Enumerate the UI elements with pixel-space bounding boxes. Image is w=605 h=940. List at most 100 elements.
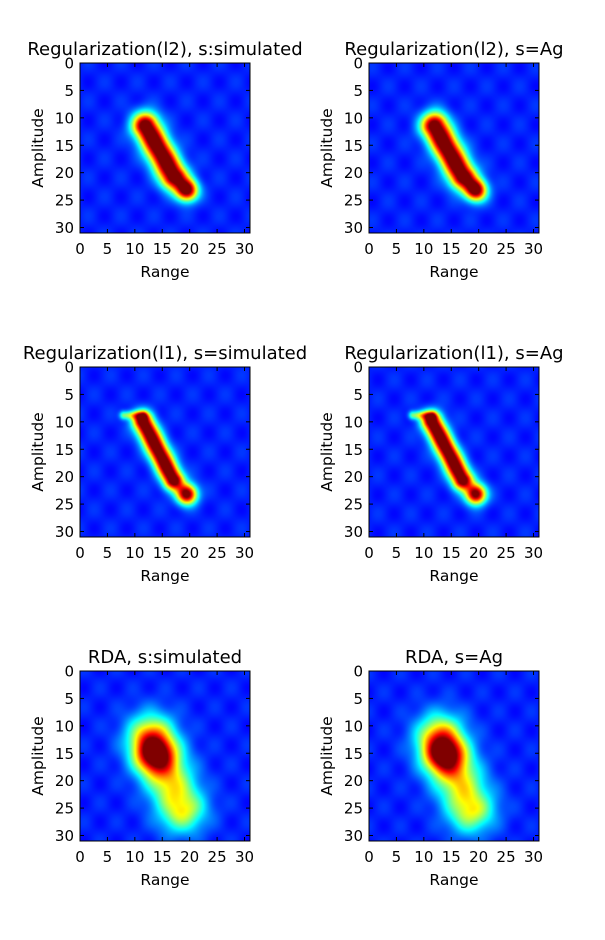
subplot-title: RDA, s:simulated (88, 647, 242, 668)
subplot-title: RDA, s=Ag (405, 647, 503, 668)
heatmap-image (80, 671, 250, 841)
y-tick-label: 0 (64, 55, 74, 73)
heatmap-image (369, 367, 539, 537)
x-tick-label: 10 (125, 848, 144, 866)
y-tick-label: 20 (55, 772, 74, 790)
y-tick-label: 5 (353, 82, 363, 100)
x-tick-label: 0 (364, 240, 374, 258)
y-tick-label: 10 (55, 413, 74, 431)
x-tick-label: 20 (469, 544, 488, 562)
x-axis-label: Range (140, 871, 189, 889)
y-tick-label: 20 (344, 468, 363, 486)
x-tick-label: 0 (364, 848, 374, 866)
x-axis-label: Range (140, 567, 189, 585)
x-tick-label: 5 (103, 544, 113, 562)
y-tick-label: 15 (55, 137, 74, 155)
y-tick-label: 5 (353, 386, 363, 404)
subplot-4: Regularization(l1), s=Ag0 5 10 15 20 25 300510… (318, 343, 564, 585)
x-tick-label: 30 (524, 848, 543, 866)
x-tick-label: 30 (235, 848, 254, 866)
heatmap-image (369, 671, 539, 841)
y-tick-label: 10 (55, 717, 74, 735)
axes-frame (79, 366, 251, 538)
x-tick-label: 25 (497, 544, 516, 562)
subplot-title: Regularization(l2), s=Ag (344, 39, 563, 60)
y-tick-label: 0 (353, 55, 363, 73)
x-tick-label: 0 (75, 848, 85, 866)
x-tick-label: 15 (153, 848, 172, 866)
x-tick-label: 5 (103, 848, 113, 866)
y-tick-label: 0 (353, 359, 363, 377)
x-tick-label: 25 (208, 544, 227, 562)
y-axis-label: Amplitude (318, 716, 336, 795)
y-tick-label: 20 (344, 772, 363, 790)
y-tick-label: 25 (344, 800, 363, 818)
x-tick-label: 5 (392, 848, 402, 866)
y-tick-label: 20 (55, 468, 74, 486)
x-tick-label: 0 (75, 544, 85, 562)
y-tick-label: 15 (344, 745, 363, 763)
y-tick-label: 30 (55, 827, 74, 845)
x-tick-label: 15 (153, 544, 172, 562)
y-tick-label: 0 (64, 663, 74, 681)
x-tick-label: 30 (524, 240, 543, 258)
x-tick-label: 25 (208, 240, 227, 258)
x-tick-label: 20 (180, 544, 199, 562)
y-tick-label: 15 (344, 441, 363, 459)
y-tick-label: 10 (344, 109, 363, 127)
x-tick-label: 0 (75, 240, 85, 258)
x-tick-label: 10 (125, 240, 144, 258)
x-tick-label: 5 (392, 544, 402, 562)
y-tick-label: 25 (55, 496, 74, 514)
x-tick-label: 20 (180, 848, 199, 866)
y-tick-label: 0 (353, 663, 363, 681)
y-tick-label: 10 (55, 109, 74, 127)
heatmap-image (80, 63, 250, 233)
x-tick-label: 20 (180, 240, 199, 258)
x-tick-label: 10 (125, 544, 144, 562)
y-tick-label: 5 (64, 690, 74, 708)
x-axis-label: Range (429, 871, 478, 889)
x-axis-label: Range (429, 567, 478, 585)
y-tick-label: 25 (55, 800, 74, 818)
x-tick-label: 25 (497, 848, 516, 866)
x-tick-label: 25 (208, 848, 227, 866)
x-tick-label: 20 (469, 848, 488, 866)
subplot-2: Regularization(l2), s=Ag0 5 10 15 20 25 300510… (318, 39, 564, 281)
y-axis-label: Amplitude (318, 108, 336, 187)
y-tick-label: 5 (64, 82, 74, 100)
y-tick-label: 25 (55, 192, 74, 210)
y-axis-label: Amplitude (29, 412, 47, 491)
heatmap-image (80, 367, 250, 537)
axes-frame (79, 62, 251, 234)
x-tick-label: 20 (469, 240, 488, 258)
axes-frame (368, 62, 540, 234)
y-axis-label: Amplitude (29, 716, 47, 795)
x-tick-label: 25 (497, 240, 516, 258)
axes-frame (368, 366, 540, 538)
x-tick-label: 10 (414, 848, 433, 866)
y-tick-label: 10 (344, 413, 363, 431)
x-axis-label: Range (140, 263, 189, 281)
y-tick-label: 25 (344, 496, 363, 514)
x-tick-label: 15 (442, 240, 461, 258)
y-tick-label: 25 (344, 192, 363, 210)
y-tick-label: 15 (344, 137, 363, 155)
y-axis-label: Amplitude (29, 108, 47, 187)
x-tick-label: 15 (153, 240, 172, 258)
x-tick-label: 30 (235, 544, 254, 562)
x-axis-label: Range (429, 263, 478, 281)
y-tick-label: 15 (55, 441, 74, 459)
x-tick-label: 0 (364, 544, 374, 562)
x-tick-label: 15 (442, 544, 461, 562)
y-tick-label: 30 (55, 219, 74, 237)
subplot-6: RDA, s=Ag0 5 10 15 20 25 30051015202530RangeAm… (318, 647, 543, 889)
y-tick-label: 30 (344, 219, 363, 237)
heatmap-image (369, 63, 539, 233)
x-tick-label: 5 (103, 240, 113, 258)
y-tick-label: 20 (344, 164, 363, 182)
